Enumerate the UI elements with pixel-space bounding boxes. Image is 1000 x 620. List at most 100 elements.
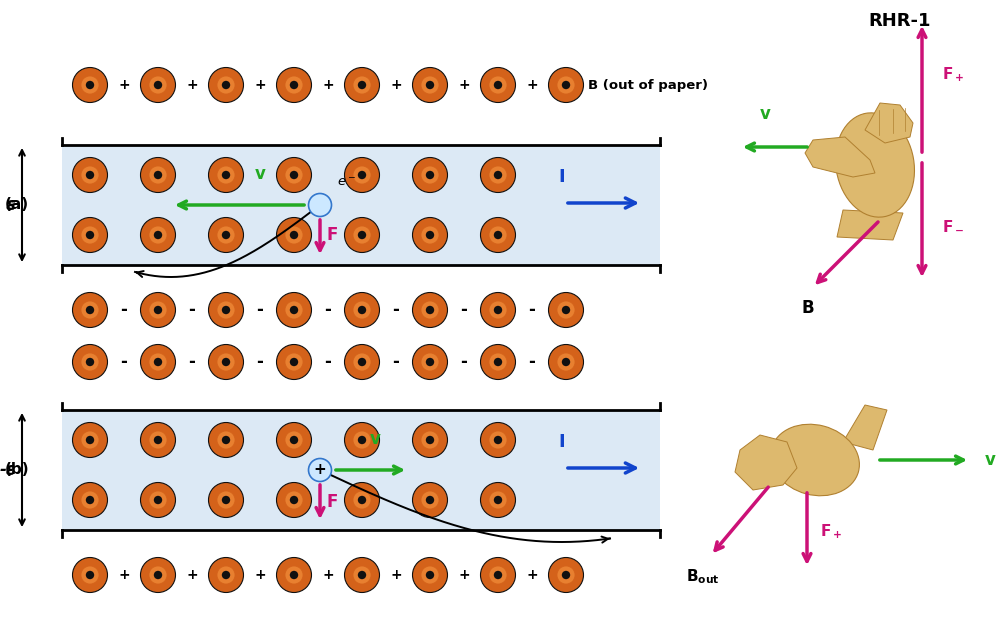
Circle shape <box>290 571 298 579</box>
Circle shape <box>426 436 434 444</box>
Text: +: + <box>526 78 538 92</box>
Circle shape <box>290 496 298 504</box>
Circle shape <box>548 293 584 327</box>
Circle shape <box>86 306 94 314</box>
Text: -: - <box>325 353 331 371</box>
Circle shape <box>489 166 507 184</box>
Polygon shape <box>865 103 913 143</box>
Circle shape <box>285 353 303 371</box>
Text: (b): (b) <box>5 463 30 477</box>
Circle shape <box>481 293 516 327</box>
Circle shape <box>72 218 108 252</box>
Circle shape <box>149 166 167 184</box>
Circle shape <box>358 436 366 444</box>
Circle shape <box>421 76 439 94</box>
Circle shape <box>353 166 371 184</box>
Circle shape <box>217 353 235 371</box>
Text: +: + <box>322 78 334 92</box>
Circle shape <box>426 81 434 89</box>
Circle shape <box>481 157 516 192</box>
Circle shape <box>308 193 332 216</box>
Circle shape <box>217 491 235 509</box>
Circle shape <box>208 218 243 252</box>
Text: $\mathbf{F_+}$: $\mathbf{F_+}$ <box>942 66 964 84</box>
Text: +: + <box>118 568 130 582</box>
Circle shape <box>344 293 380 327</box>
Circle shape <box>344 557 380 593</box>
Circle shape <box>421 301 439 319</box>
Circle shape <box>308 459 332 482</box>
Circle shape <box>72 68 108 102</box>
Circle shape <box>489 226 507 244</box>
Text: -: - <box>121 353 127 371</box>
Circle shape <box>208 157 243 192</box>
Text: I: I <box>559 433 565 451</box>
Circle shape <box>353 76 371 94</box>
Circle shape <box>413 482 448 518</box>
Text: -: - <box>529 353 535 371</box>
Circle shape <box>276 557 312 593</box>
Circle shape <box>481 557 516 593</box>
Text: +: + <box>390 568 402 582</box>
Circle shape <box>344 482 380 518</box>
Circle shape <box>208 482 243 518</box>
Circle shape <box>413 218 448 252</box>
Circle shape <box>72 422 108 458</box>
Circle shape <box>72 157 108 192</box>
Circle shape <box>222 170 230 179</box>
Circle shape <box>81 566 99 584</box>
Circle shape <box>358 571 366 579</box>
Circle shape <box>290 81 298 89</box>
Text: v: v <box>760 105 770 123</box>
Circle shape <box>208 68 243 102</box>
Circle shape <box>154 496 162 504</box>
Circle shape <box>72 345 108 379</box>
Circle shape <box>489 301 507 319</box>
Text: +: + <box>186 78 198 92</box>
Text: B: B <box>802 299 814 317</box>
Circle shape <box>222 306 230 314</box>
Circle shape <box>481 482 516 518</box>
Circle shape <box>353 566 371 584</box>
Text: -: - <box>257 353 263 371</box>
Circle shape <box>344 422 380 458</box>
Circle shape <box>86 571 94 579</box>
Circle shape <box>208 557 243 593</box>
Circle shape <box>494 81 502 89</box>
Circle shape <box>494 231 502 239</box>
Text: -: - <box>189 353 195 371</box>
Text: -: - <box>393 353 399 371</box>
Text: B (out of paper): B (out of paper) <box>588 79 708 92</box>
Bar <box>62 410 660 530</box>
Circle shape <box>285 76 303 94</box>
Circle shape <box>154 306 162 314</box>
Circle shape <box>557 76 575 94</box>
Circle shape <box>413 68 448 102</box>
Circle shape <box>208 293 243 327</box>
Circle shape <box>489 431 507 449</box>
Text: +: + <box>322 568 334 582</box>
Circle shape <box>276 482 312 518</box>
Circle shape <box>481 345 516 379</box>
Text: $\mathbf{B_{out}}$: $\mathbf{B_{out}}$ <box>686 567 720 586</box>
Circle shape <box>140 345 176 379</box>
Circle shape <box>81 76 99 94</box>
Circle shape <box>81 226 99 244</box>
Circle shape <box>290 306 298 314</box>
Circle shape <box>154 436 162 444</box>
Text: F: F <box>327 493 338 511</box>
Circle shape <box>140 218 176 252</box>
Circle shape <box>222 571 230 579</box>
Circle shape <box>154 170 162 179</box>
Circle shape <box>81 301 99 319</box>
Circle shape <box>426 571 434 579</box>
Circle shape <box>81 353 99 371</box>
Circle shape <box>86 358 94 366</box>
Text: -: - <box>325 301 331 319</box>
Circle shape <box>426 358 434 366</box>
Circle shape <box>285 166 303 184</box>
Text: +: + <box>314 461 326 477</box>
Circle shape <box>548 557 584 593</box>
Text: F: F <box>327 226 338 244</box>
Text: +: + <box>390 78 402 92</box>
